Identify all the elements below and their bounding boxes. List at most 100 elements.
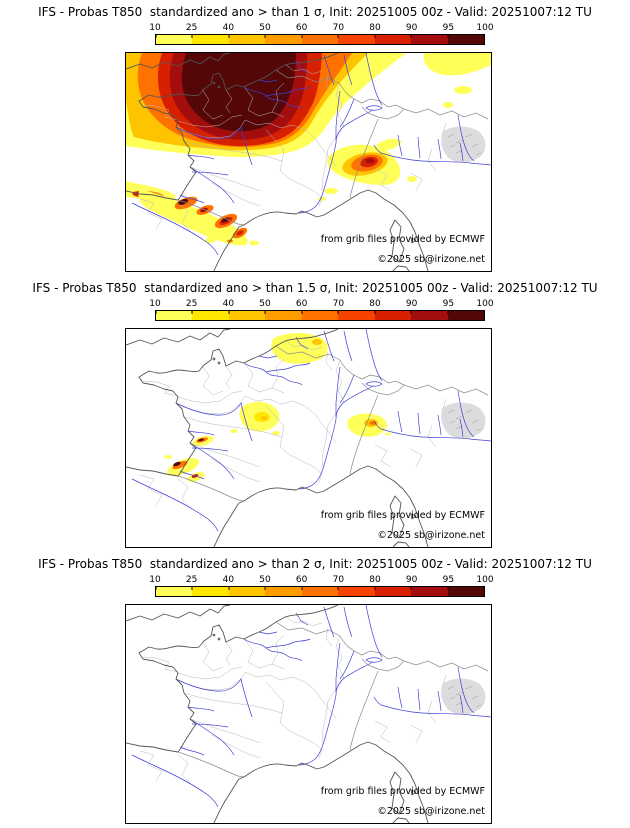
- colorbar-tick-mark: [337, 587, 339, 590]
- colorbar-tick-label: 50: [259, 299, 271, 309]
- colorbar-tick-label: 60: [295, 23, 308, 33]
- colorbar-tick-mark: [301, 35, 303, 38]
- panel-2sigma: IFS - Probas T850 standardized ano > tha…: [0, 552, 630, 828]
- ecmwf-credit: from grib files provided by ECMWF: [320, 786, 485, 797]
- colorbar-tick-mark: [228, 587, 230, 590]
- colorbar-segment: [156, 587, 193, 596]
- colorbar-tick-mark: [228, 35, 230, 38]
- colorbar-tick-mark: [337, 311, 339, 314]
- colorbar-tick-label: 40: [222, 299, 235, 309]
- colorbar-tick-label: 95: [442, 23, 455, 33]
- colorbar-tick-mark: [155, 311, 157, 314]
- colorbar-tick-mark: [447, 311, 449, 314]
- colorbar-segment: [338, 587, 375, 596]
- colorbar-tick-mark: [483, 35, 485, 38]
- probability-overlay-1-5sigma: [164, 332, 391, 482]
- colorbar-tick-mark: [191, 587, 193, 590]
- colorbar-tick-label: 70: [332, 575, 345, 585]
- colorbar-segment: [447, 311, 484, 320]
- colorbar-tick-mark: [228, 311, 230, 314]
- colorbar: [155, 34, 485, 45]
- colorbar-segment: [374, 587, 412, 596]
- colorbar-segment: [192, 35, 229, 44]
- colorbar-tick-row: 10 25 40 50 60 70 80 90 95 100: [149, 299, 493, 310]
- colorbar-tick-label: 90: [405, 23, 418, 33]
- map-svg-1-5sigma: [126, 329, 491, 547]
- colorbar-tick-label: 80: [369, 23, 381, 33]
- colorbar-segment: [301, 311, 339, 320]
- colorbar-segment: [192, 587, 229, 596]
- colorbar-tick-row: 10 25 40 50 60 70 80 90 95 100: [149, 23, 493, 34]
- map-panel-1sigma: from grib files provided by ECMWF ©2025 …: [125, 52, 492, 272]
- colorbar-tick-label: 100: [476, 575, 494, 585]
- colorbar-tick-mark: [410, 35, 412, 38]
- colorbar-tick-label: 10: [149, 23, 161, 33]
- colorbar-tick-mark: [264, 311, 266, 314]
- panel-title: IFS - Probas T850 standardized ano > tha…: [38, 557, 592, 571]
- colorbar-tick-mark: [264, 35, 266, 38]
- colorbar-tick-mark: [191, 311, 193, 314]
- colorbar-tick-mark: [447, 35, 449, 38]
- colorbar-tick-mark: [264, 587, 266, 590]
- colorbar-segment: [447, 35, 484, 44]
- colorbar-tick-label: 90: [405, 299, 418, 309]
- ecmwf-credit: from grib files provided by ECMWF: [320, 510, 485, 521]
- colorbar-tick-label: 100: [476, 23, 494, 33]
- colorbar-tick-label: 10: [149, 299, 161, 309]
- colorbar-tick-mark: [374, 35, 376, 38]
- map-svg-1sigma: [126, 53, 491, 271]
- colorbar-segment: [338, 311, 375, 320]
- colorbar-segment: [228, 35, 266, 44]
- colorbar-tick-label: 25: [185, 23, 198, 33]
- panel-title: IFS - Probas T850 standardized ano > tha…: [32, 281, 598, 295]
- colorbar-tick-label: 25: [185, 575, 198, 585]
- colorbar-segment: [411, 311, 448, 320]
- colorbar-tick-label: 80: [369, 299, 381, 309]
- colorbar-segment: [301, 35, 339, 44]
- colorbar-tick-label: 10: [149, 575, 161, 585]
- copyright-text: ©2025 sb@irizone.net: [377, 254, 485, 265]
- colorbar-tick-label: 40: [222, 575, 235, 585]
- panel-title: IFS - Probas T850 standardized ano > tha…: [38, 5, 592, 19]
- colorbar-tick-label: 25: [185, 299, 198, 309]
- colorbar-tick-mark: [374, 311, 376, 314]
- colorbar-tick-label: 95: [442, 575, 455, 585]
- colorbar-segment: [228, 587, 266, 596]
- colorbar-tick-label: 50: [259, 575, 271, 585]
- colorbar: [155, 310, 485, 321]
- colorbar-segment: [228, 311, 266, 320]
- copyright-text: ©2025 sb@irizone.net: [377, 530, 485, 541]
- colorbar-segment: [265, 311, 302, 320]
- colorbar-segment: [156, 311, 193, 320]
- colorbar-tick-label: 50: [259, 23, 271, 33]
- colorbar: [155, 586, 485, 597]
- colorbar-segment: [374, 35, 412, 44]
- colorbar-tick-mark: [301, 587, 303, 590]
- colorbar-tick-mark: [483, 587, 485, 590]
- colorbar-segment: [301, 587, 339, 596]
- colorbar-tick-mark: [191, 35, 193, 38]
- colorbar-tick-label: 70: [332, 299, 345, 309]
- colorbar-tick-label: 100: [476, 299, 494, 309]
- colorbar-segment: [411, 587, 448, 596]
- colorbar-tick-mark: [155, 587, 157, 590]
- colorbar-tick-mark: [410, 311, 412, 314]
- colorbar-tick-mark: [337, 35, 339, 38]
- colorbar-tick-label: 90: [405, 575, 418, 585]
- colorbar-tick-mark: [483, 311, 485, 314]
- probability-overlay-1sigma: [126, 53, 491, 246]
- panel-1sigma: IFS - Probas T850 standardized ano > tha…: [0, 0, 630, 276]
- colorbar-tick-label: 40: [222, 23, 235, 33]
- colorbar-segment: [265, 587, 302, 596]
- colorbar-tick-label: 95: [442, 299, 455, 309]
- colorbar-segment: [156, 35, 193, 44]
- ecmwf-credit: from grib files provided by ECMWF: [320, 234, 485, 245]
- colorbar-tick-mark: [155, 35, 157, 38]
- colorbar-tick-label: 80: [369, 575, 381, 585]
- colorbar-segment: [374, 311, 412, 320]
- colorbar-tick-mark: [374, 587, 376, 590]
- copyright-text: ©2025 sb@irizone.net: [377, 806, 485, 817]
- colorbar-tick-label: 70: [332, 23, 345, 33]
- colorbar-segment: [411, 35, 448, 44]
